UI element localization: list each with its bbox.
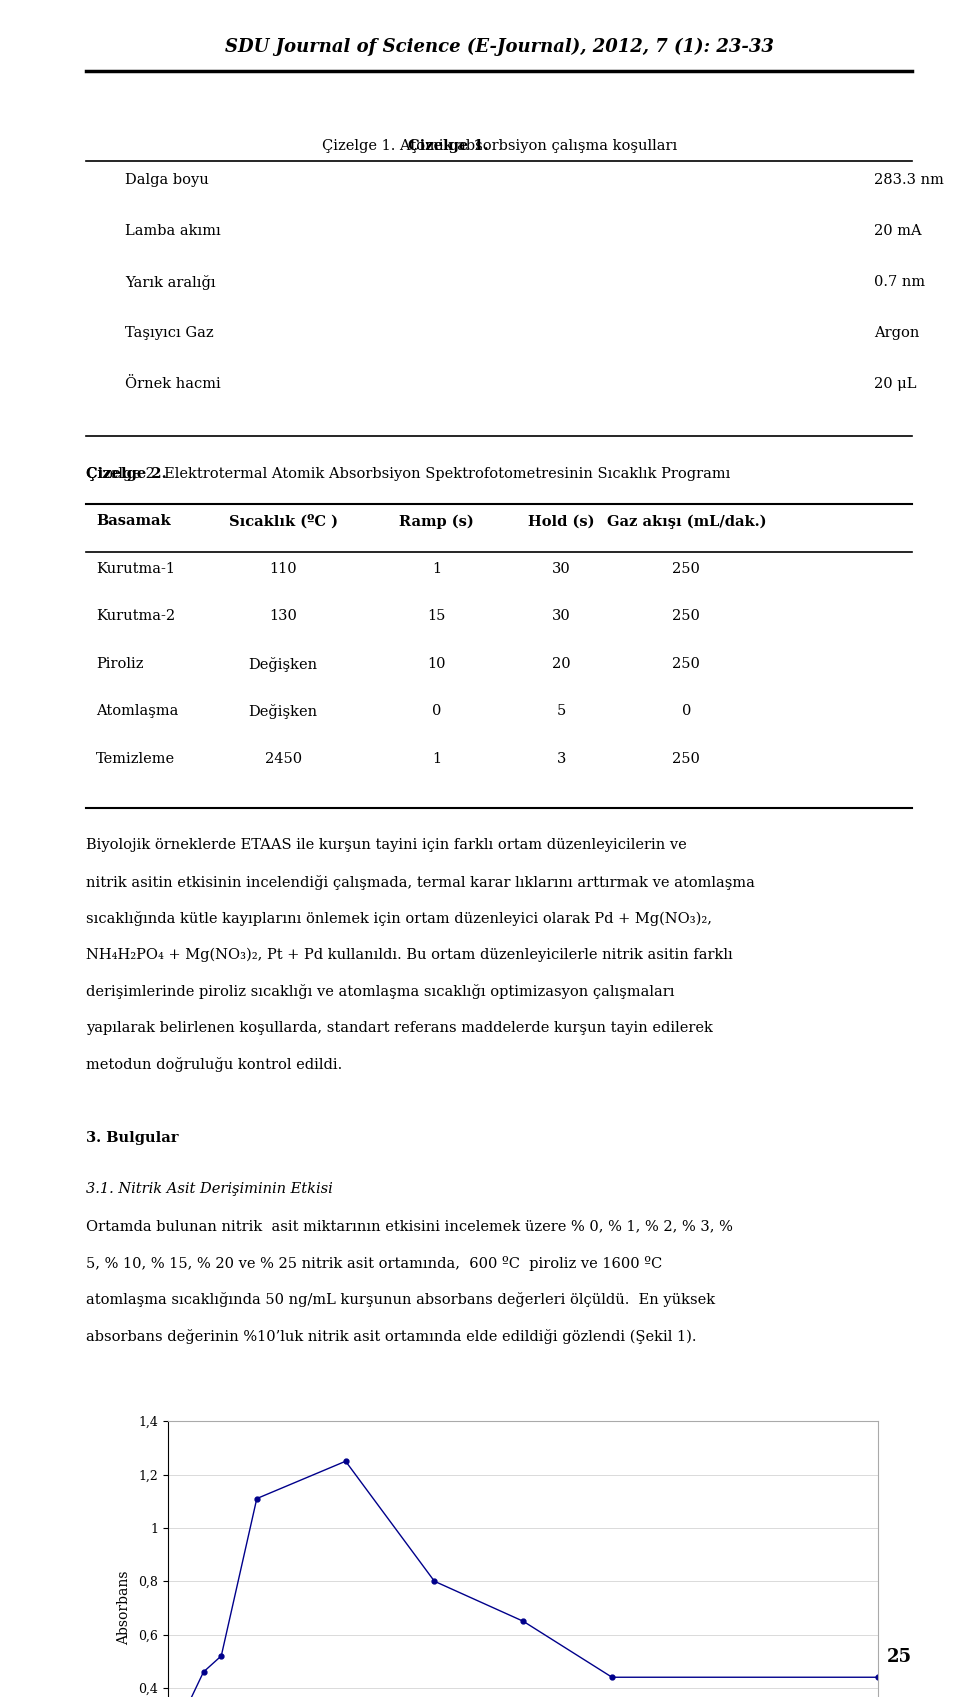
Text: 0: 0 [432, 704, 442, 718]
Text: Kurutma-1: Kurutma-1 [96, 562, 175, 575]
Text: 250: 250 [672, 657, 701, 670]
Text: derişimlerinde piroliz sıcaklığı ve atomlaşma sıcaklığı optimizasyon çalışmaları: derişimlerinde piroliz sıcaklığı ve atom… [86, 984, 675, 1000]
Text: absorbans değerinin %10’luk nitrik asit ortamında elde edildiği gözlendi (Şekil : absorbans değerinin %10’luk nitrik asit … [86, 1329, 697, 1344]
Text: 3: 3 [557, 752, 566, 765]
Text: metodun doğruluğu kontrol edildi.: metodun doğruluğu kontrol edildi. [86, 1057, 343, 1073]
Text: 250: 250 [672, 562, 701, 575]
Text: Çizelge 1. Atomik absorbsiyon çalışma koşulları: Çizelge 1. Atomik absorbsiyon çalışma ko… [322, 139, 677, 153]
Text: 5: 5 [557, 704, 566, 718]
Text: 25: 25 [887, 1648, 912, 1666]
Text: 5, % 10, % 15, % 20 ve % 25 nitrik asit ortamında,  600 ºC  piroliz ve 1600 ºC: 5, % 10, % 15, % 20 ve % 25 nitrik asit … [86, 1256, 662, 1271]
Text: Çizelge 2. Elektrotermal Atomik Absorbsiyon Spektrofotometresinin Sıcaklık Progr: Çizelge 2. Elektrotermal Atomik Absorbsi… [86, 467, 731, 480]
Text: 1: 1 [432, 562, 442, 575]
Text: 2450: 2450 [265, 752, 301, 765]
Text: yapılarak belirlenen koşullarda, standart referans maddelerde kurşun tayin edile: yapılarak belirlenen koşullarda, standar… [86, 1022, 713, 1035]
Text: 15: 15 [427, 609, 446, 623]
Text: 1: 1 [432, 752, 442, 765]
Text: 30: 30 [552, 562, 571, 575]
Text: Basamak: Basamak [96, 514, 171, 528]
Text: Hold (s): Hold (s) [528, 514, 595, 528]
Text: 20 μL: 20 μL [874, 377, 916, 390]
Text: Piroliz: Piroliz [96, 657, 143, 670]
Text: 0: 0 [682, 704, 691, 718]
Y-axis label: Absorbans: Absorbans [117, 1571, 132, 1644]
Text: Çizelge 1.: Çizelge 1. [408, 139, 489, 153]
Text: NH₄H₂PO₄ + Mg(NO₃)₂, Pt + Pd kullanıldı. Bu ortam düzenleyicilerle nitrik asitin: NH₄H₂PO₄ + Mg(NO₃)₂, Pt + Pd kullanıldı.… [86, 949, 733, 962]
Text: sıcaklığında kütle kayıplarını önlemek için ortam düzenleyici olarak Pd + Mg(NO₃: sıcaklığında kütle kayıplarını önlemek i… [86, 911, 712, 927]
Text: 0.7 nm: 0.7 nm [874, 275, 924, 288]
Text: Ramp (s): Ramp (s) [399, 514, 474, 528]
Text: Ortamda bulunan nitrik  asit miktarının etkisini incelemek üzere % 0, % 1, % 2, : Ortamda bulunan nitrik asit miktarının e… [86, 1220, 733, 1234]
Text: 20 mA: 20 mA [874, 224, 922, 238]
Text: Yarık aralığı: Yarık aralığı [125, 275, 215, 290]
Text: Biyolojik örneklerde ETAAS ile kurşun tayini için farklı ortam düzenleyicilerin : Biyolojik örneklerde ETAAS ile kurşun ta… [86, 838, 687, 852]
Text: 283.3 nm: 283.3 nm [874, 173, 944, 187]
Text: SDU: SDU [35, 29, 57, 39]
Text: Lamba akımı: Lamba akımı [125, 224, 221, 238]
Text: 3.1. Nitrik Asit Derişiminin Etkisi: 3.1. Nitrik Asit Derişiminin Etkisi [86, 1183, 333, 1196]
Text: Dalga boyu: Dalga boyu [125, 173, 208, 187]
Text: 10: 10 [427, 657, 446, 670]
Text: Değişken: Değişken [249, 657, 318, 672]
Text: 20: 20 [552, 657, 571, 670]
Text: 110: 110 [270, 562, 297, 575]
Text: Sıcaklık (ºC ): Sıcaklık (ºC ) [228, 514, 338, 528]
Text: 250: 250 [672, 609, 701, 623]
Text: Argon: Argon [874, 326, 919, 339]
Text: nitrik asitin etkisinin incelendiği çalışmada, termal karar lıklarını arttırmak : nitrik asitin etkisinin incelendiği çalı… [86, 876, 756, 889]
Text: Taşıyıcı Gaz: Taşıyıcı Gaz [125, 326, 213, 339]
Text: 130: 130 [269, 609, 298, 623]
Text: FEN
DERGİSİ: FEN DERGİSİ [33, 71, 59, 81]
Text: 30: 30 [552, 609, 571, 623]
Text: atomlaşma sıcaklığında 50 ng/mL kurşunun absorbans değerleri ölçüldü.  En yüksek: atomlaşma sıcaklığında 50 ng/mL kurşunun… [86, 1293, 715, 1307]
Text: Örnek hacmi: Örnek hacmi [125, 377, 221, 390]
Text: 3. Bulgular: 3. Bulgular [86, 1132, 179, 1145]
Text: SDU Journal of Science (E-Journal), 2012, 7 (1): 23-33: SDU Journal of Science (E-Journal), 2012… [225, 37, 774, 56]
Text: Temizleme: Temizleme [96, 752, 175, 765]
Text: Değişken: Değişken [249, 704, 318, 720]
Text: Atomlaşma: Atomlaşma [96, 704, 179, 718]
Text: Kurutma-2: Kurutma-2 [96, 609, 175, 623]
Text: Çizelge 2.: Çizelge 2. [86, 467, 167, 480]
Text: Gaz akışı (mL/dak.): Gaz akışı (mL/dak.) [607, 514, 766, 528]
Text: 250: 250 [672, 752, 701, 765]
